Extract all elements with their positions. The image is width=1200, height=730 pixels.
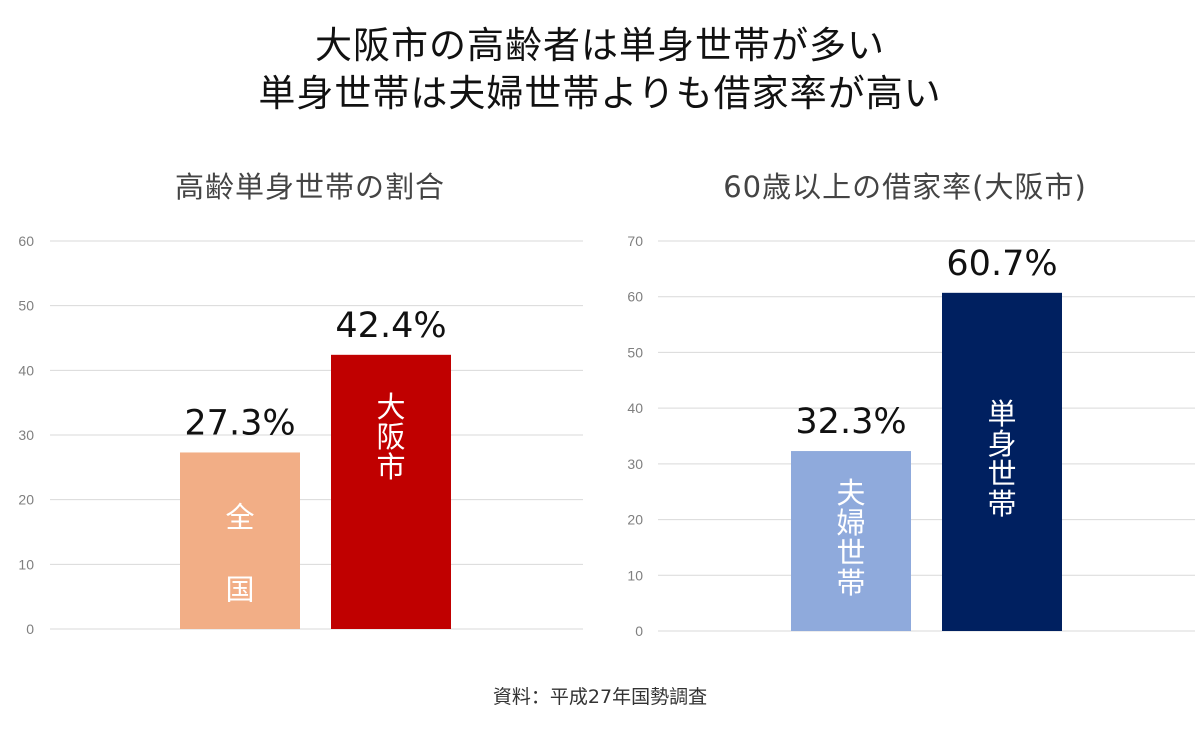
y-tick-label: 40: [18, 362, 34, 378]
source-note: 資料：平成27年国勢調査: [492, 686, 708, 708]
category-label: 全国: [225, 500, 254, 606]
chart1-plot: 0 10 20 30 40 50 60 27.3% 全国 42.4% 大阪市: [18, 233, 583, 637]
y-tick-label: 30: [18, 427, 34, 443]
y-tick-label: 20: [627, 512, 643, 528]
data-label: 42.4%: [335, 306, 446, 346]
headline-line2: 単身世帯は夫婦世帯よりも借家率が高い: [258, 72, 942, 115]
bar: [331, 354, 451, 629]
y-tick-label: 60: [627, 289, 643, 305]
y-tick-label: 0: [26, 621, 34, 637]
y-tick-label: 70: [627, 233, 643, 249]
category-label: 夫婦世帯: [836, 476, 865, 600]
y-tick-label: 50: [627, 344, 643, 360]
bar: [791, 451, 911, 631]
y-tick-label: 50: [18, 298, 34, 314]
category-label: 単身世帯: [987, 397, 1016, 521]
chart2-title: 60歳以上の借家率(大阪市): [723, 170, 1087, 204]
y-tick-label: 10: [18, 556, 34, 572]
y-tick-label: 0: [635, 623, 643, 639]
headline-line1: 大阪市の高齢者は単身世帯が多い: [315, 24, 885, 67]
data-label: 32.3%: [795, 402, 906, 442]
y-tick-label: 20: [18, 492, 34, 508]
data-label: 27.3%: [184, 403, 295, 443]
data-label: 60.7%: [946, 244, 1057, 284]
bar: [942, 292, 1062, 631]
y-tick-label: 60: [18, 233, 34, 249]
chart1-title: 高齢単身世帯の割合: [174, 170, 445, 204]
category-label: 大阪市: [376, 390, 405, 484]
bar: [180, 452, 300, 629]
y-tick-label: 30: [627, 456, 643, 472]
y-tick-label: 10: [627, 567, 643, 583]
headline: 大阪市の高齢者は単身世帯が多い 単身世帯は夫婦世帯よりも借家率が高い: [0, 22, 1200, 118]
y-tick-label: 40: [627, 400, 643, 416]
